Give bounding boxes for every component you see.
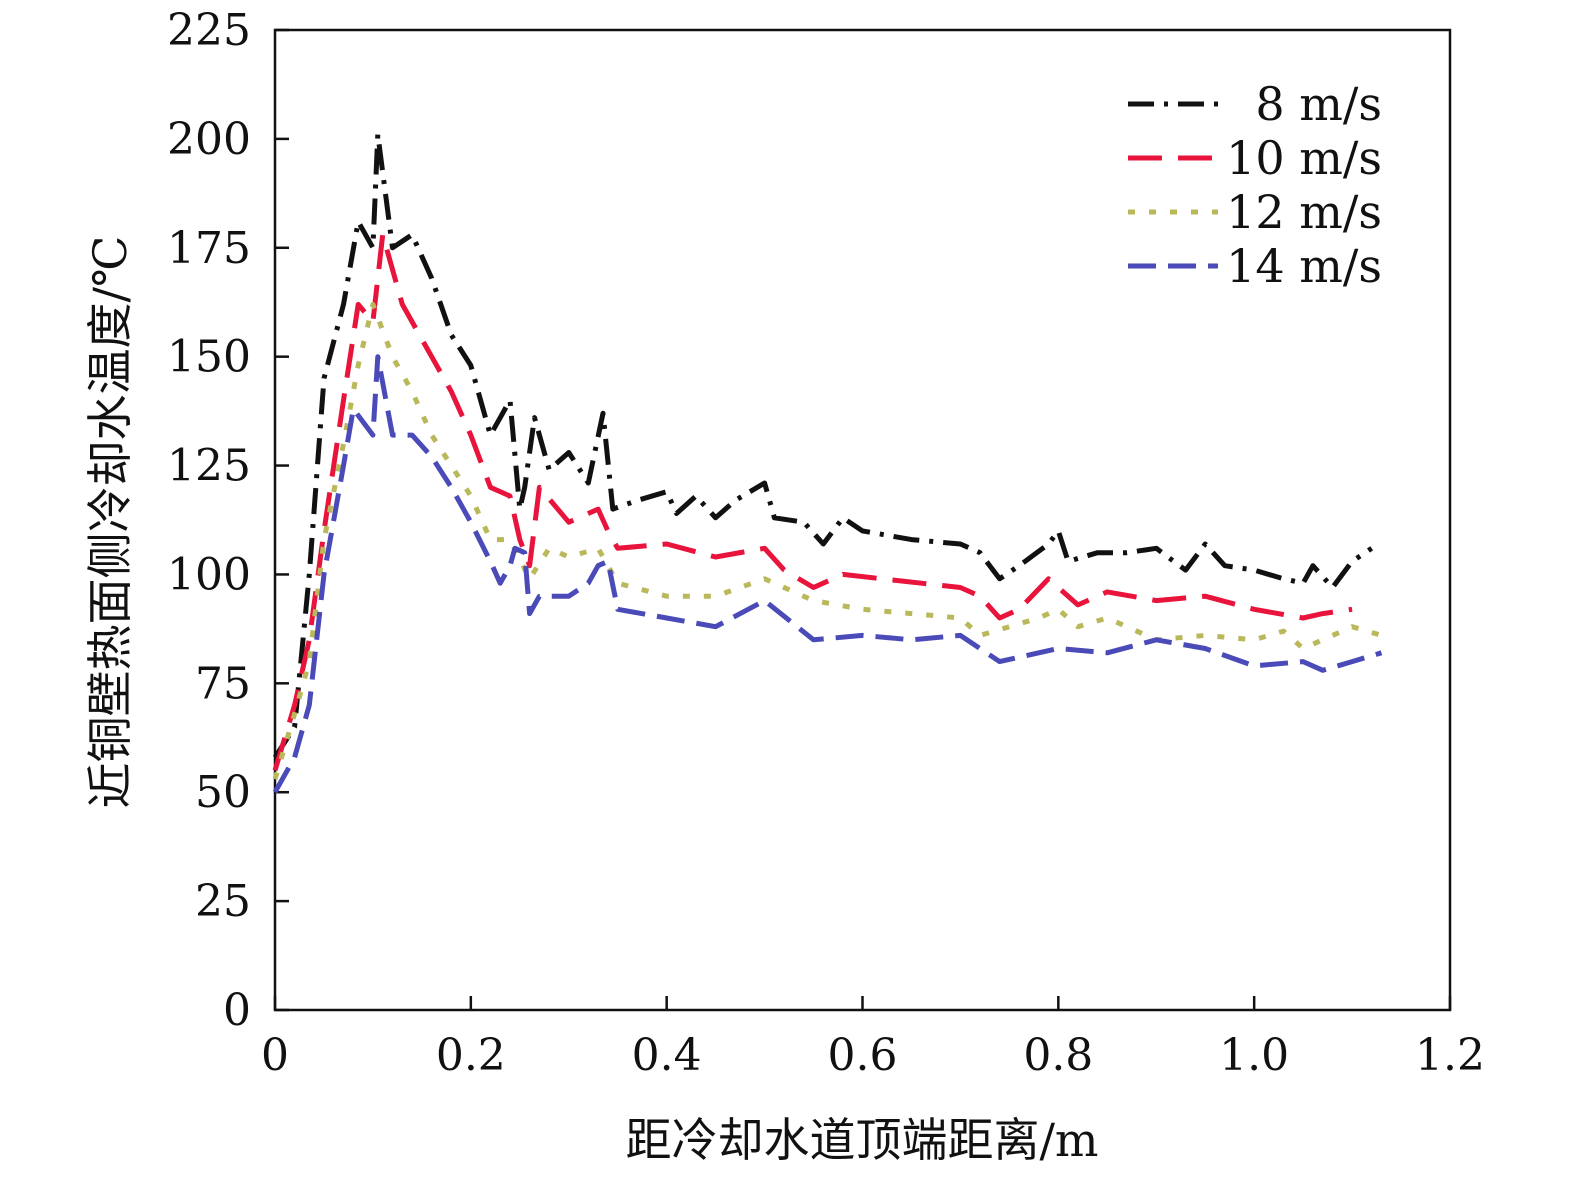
x-tick-label: 0.4 bbox=[632, 1030, 702, 1081]
y-tick-label: 0 bbox=[223, 985, 251, 1036]
y-tick-label: 200 bbox=[167, 114, 251, 165]
series-line-1 bbox=[272, 132, 1374, 759]
y-tick-label: 25 bbox=[195, 876, 251, 927]
x-tick-label: 0.2 bbox=[436, 1030, 506, 1081]
y-tick-label: 50 bbox=[195, 767, 251, 818]
legend-label-1: 8 m/s bbox=[1255, 77, 1382, 131]
x-tick-label: 0 bbox=[261, 1030, 289, 1081]
series-line-3 bbox=[272, 301, 1383, 780]
y-tick-label: 150 bbox=[167, 332, 251, 383]
series-line-2 bbox=[272, 232, 1353, 772]
x-tick-label: 0.6 bbox=[828, 1030, 898, 1081]
legend-label-4: 14 m/s bbox=[1226, 239, 1382, 293]
y-tick-label: 125 bbox=[167, 441, 251, 492]
y-tick-label: 225 bbox=[167, 5, 251, 56]
x-tick-label: 0.8 bbox=[1023, 1030, 1093, 1081]
x-tick-label: 1.2 bbox=[1415, 1030, 1485, 1081]
y-tick-label: 175 bbox=[167, 223, 251, 274]
series-line-4 bbox=[272, 354, 1383, 794]
y-axis-title: 近铜壁热面侧冷却水温度/℃ bbox=[83, 236, 137, 809]
y-tick-label: 75 bbox=[195, 658, 251, 709]
legend-label-3: 12 m/s bbox=[1226, 185, 1382, 239]
x-tick-label: 1.0 bbox=[1219, 1030, 1289, 1081]
x-axis-title: 距冷却水道顶端距离/m bbox=[625, 1113, 1098, 1167]
y-tick-label: 100 bbox=[167, 549, 251, 600]
legend-label-2: 10 m/s bbox=[1226, 131, 1382, 185]
